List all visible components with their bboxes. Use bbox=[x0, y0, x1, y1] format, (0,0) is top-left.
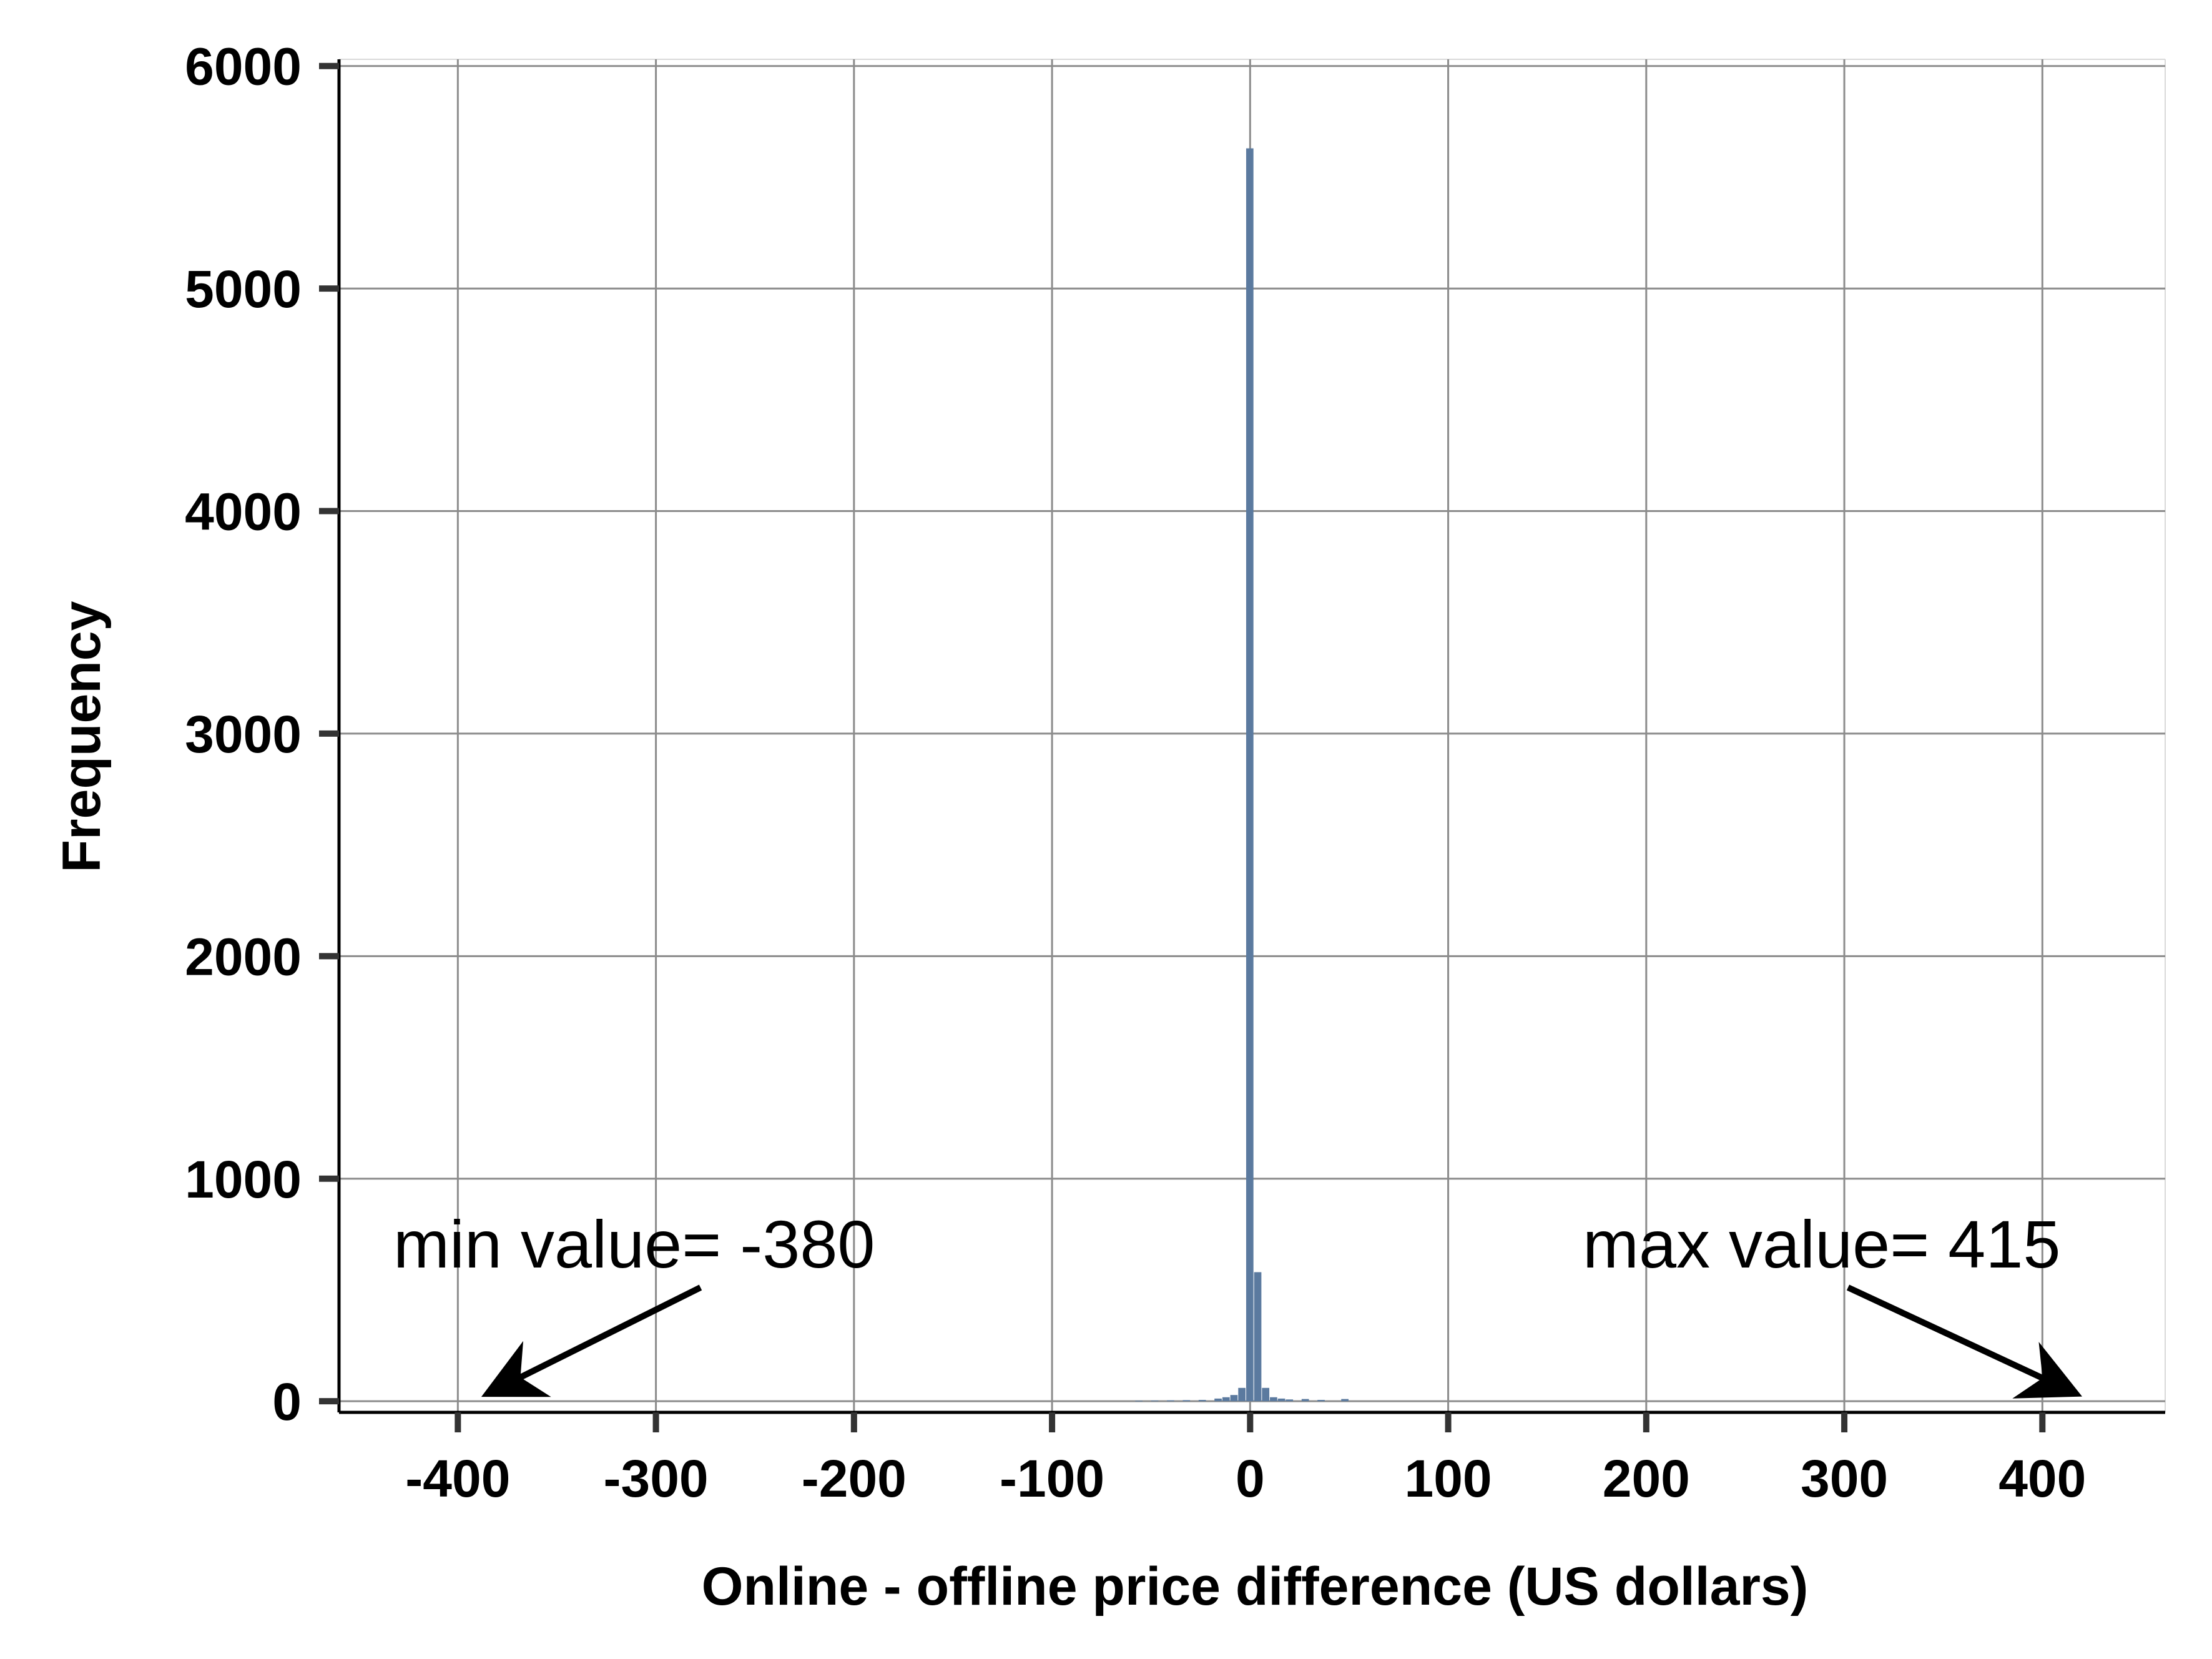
histogram-bar bbox=[1254, 1272, 1262, 1402]
histogram-bar bbox=[1182, 1400, 1191, 1402]
histogram-bar bbox=[1270, 1397, 1277, 1402]
x-tick-label: -400 bbox=[405, 1449, 510, 1508]
y-tick-label: 3000 bbox=[185, 705, 302, 764]
x-tick-label: 400 bbox=[1998, 1449, 2086, 1508]
y-tick-label: 4000 bbox=[185, 483, 302, 541]
x-axis-title: Online - offline price difference (US do… bbox=[702, 1557, 1809, 1617]
histogram-bar bbox=[1262, 1387, 1270, 1402]
y-tick-label: 2000 bbox=[185, 927, 302, 986]
y-tick-label: 1000 bbox=[185, 1150, 302, 1209]
histogram-bar bbox=[1214, 1398, 1222, 1402]
x-tick-label: 200 bbox=[1603, 1449, 1690, 1508]
histogram-bar bbox=[1246, 148, 1254, 1402]
tick-labels: -400 -300 -200 -100 0 100 200 300 40001000200030… bbox=[185, 37, 2086, 1508]
histogram-bars bbox=[1135, 148, 1349, 1402]
histogram-bar bbox=[1277, 1398, 1285, 1402]
x-tick-label: 0 bbox=[1236, 1449, 1265, 1508]
min-value-annotation: min value= -380 bbox=[393, 1206, 875, 1282]
annotations: min value= -380 max value= 415 bbox=[393, 1206, 2083, 1399]
histogram-bar bbox=[1301, 1399, 1309, 1402]
histogram-bar bbox=[1198, 1400, 1206, 1402]
y-tick-label: 6000 bbox=[185, 37, 302, 96]
histogram-bar bbox=[1222, 1397, 1230, 1402]
histogram-bar bbox=[1230, 1395, 1238, 1402]
y-tick-label: 0 bbox=[272, 1372, 302, 1431]
max-value-annotation: max value= 415 bbox=[1583, 1206, 2061, 1282]
y-axis-title: Frequency bbox=[52, 601, 112, 872]
x-tick-label: -200 bbox=[802, 1449, 907, 1508]
x-tick-label: 100 bbox=[1404, 1449, 1492, 1508]
histogram-bar bbox=[1238, 1387, 1246, 1402]
max-value-arrow bbox=[1846, 1284, 2083, 1399]
x-tick-label: -100 bbox=[1000, 1449, 1104, 1508]
x-tick-label: -300 bbox=[604, 1449, 709, 1508]
x-tick-label: 300 bbox=[1801, 1449, 1888, 1508]
histogram-bar bbox=[1317, 1400, 1325, 1402]
histogram-bar bbox=[1341, 1399, 1349, 1402]
y-tick-label: 5000 bbox=[185, 260, 302, 318]
min-value-arrow bbox=[481, 1284, 702, 1397]
histogram-bar bbox=[1285, 1399, 1294, 1402]
axes bbox=[319, 59, 2165, 1432]
